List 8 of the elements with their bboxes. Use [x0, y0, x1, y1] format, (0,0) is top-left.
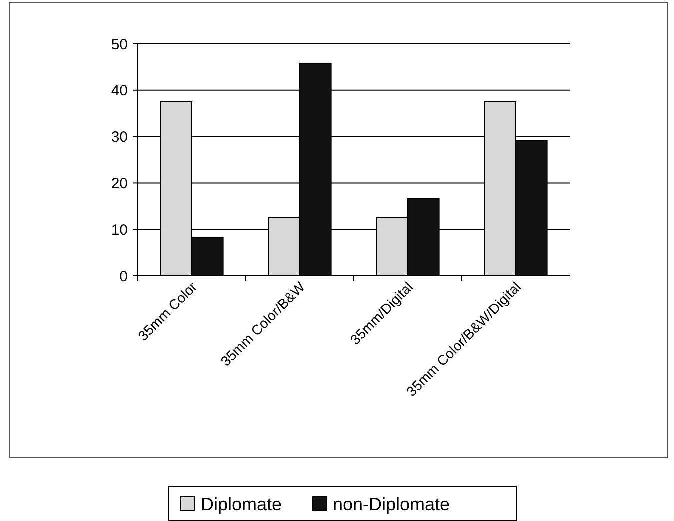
y-tick-label: 30 [111, 129, 128, 146]
y-tick-label: 40 [111, 82, 128, 100]
y-tick-label: 50 [111, 36, 128, 54]
y-tick-label: 20 [111, 175, 128, 192]
legend-label: non-Diplomate [333, 494, 450, 514]
y-tick-label: 10 [111, 222, 128, 239]
y-tick-label: 0 [120, 268, 128, 286]
legend-label: Diplomate [201, 494, 282, 514]
